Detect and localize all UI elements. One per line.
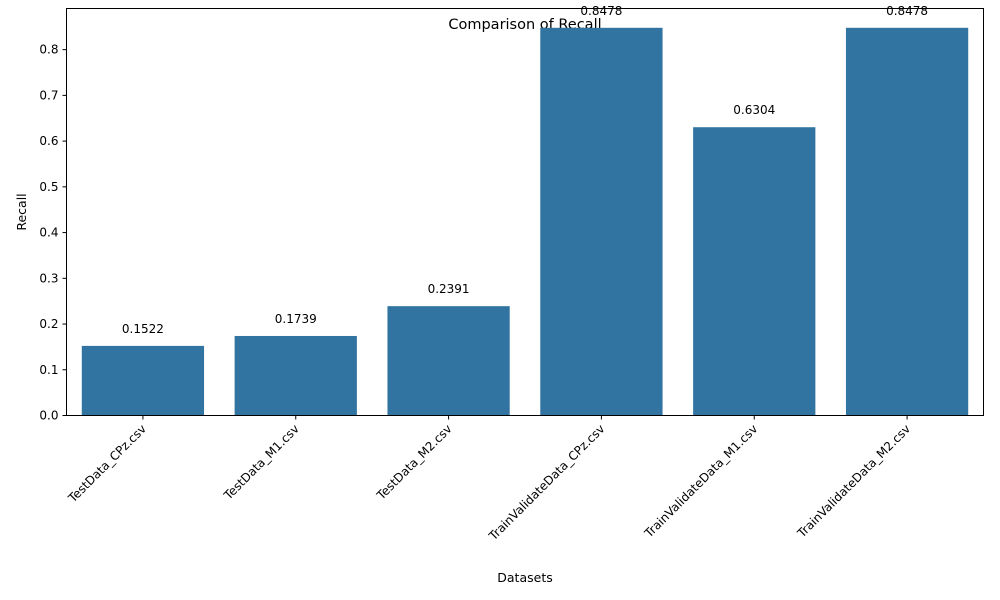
data-label-4: 0.8478 xyxy=(580,4,622,18)
y-tick-label-3: 0.3 xyxy=(39,271,58,285)
data-label-5: 0.6304 xyxy=(733,103,775,117)
data-label-1: 0.1522 xyxy=(122,322,164,336)
bar-2 xyxy=(234,335,357,416)
bar-5 xyxy=(693,127,816,416)
x-tick-label-4: TrainValidateData_CPz.csv xyxy=(486,422,608,544)
data-labels-layer: 0.1522 0.1739 0.2391 0.8478 0.6304 0.8478 xyxy=(122,4,928,336)
x-tick-label-3: TestData_M2.csv xyxy=(373,422,454,503)
bar-3 xyxy=(387,306,510,416)
y-tick-label-5: 0.5 xyxy=(39,180,58,194)
bar-4 xyxy=(540,27,663,416)
data-label-6: 0.8478 xyxy=(886,4,928,18)
bar-6 xyxy=(845,27,969,416)
data-label-3: 0.2391 xyxy=(428,282,470,296)
x-tick-label-1: TestData_CPz.csv xyxy=(65,422,149,506)
y-tick-label-7: 0.7 xyxy=(39,88,58,102)
bar-1 xyxy=(81,345,205,416)
y-axis: 0.0 0.1 0.2 0.3 0.4 0.5 0.6 0.7 0.8 xyxy=(39,43,67,423)
y-tick-label-6: 0.6 xyxy=(39,134,58,148)
y-tick-label-2: 0.2 xyxy=(39,317,58,331)
x-axis-label: Datasets xyxy=(497,570,552,585)
bars-layer xyxy=(81,27,969,416)
y-tick-label-0: 0.0 xyxy=(39,409,58,423)
y-tick-label-4: 0.4 xyxy=(39,226,58,240)
y-axis-label: Recall xyxy=(14,193,29,230)
x-axis: TestData_CPz.csv TestData_M1.csv TestData_… xyxy=(65,415,913,544)
x-tick-label-2: TestData_M1.csv xyxy=(221,422,302,503)
x-tick-label-6: TrainValidateData_M2.csv xyxy=(794,422,913,541)
plot-frame xyxy=(66,8,984,416)
x-tick-label-5: TrainValidateData_M1.csv xyxy=(641,422,760,541)
y-tick-label-1: 0.1 xyxy=(39,363,58,377)
y-tick-label-8: 0.8 xyxy=(39,43,58,57)
data-label-2: 0.1739 xyxy=(275,312,317,326)
